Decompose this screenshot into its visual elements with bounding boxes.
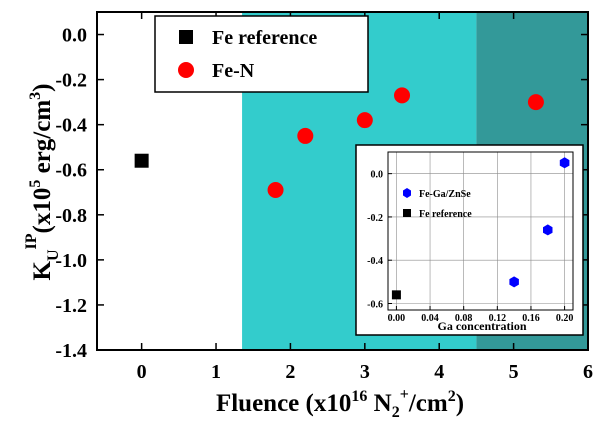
x-tick-label: 2 (285, 361, 295, 383)
y-tick-label: -0.4 (55, 115, 87, 137)
inset-axis-ticks: 0.00 0.04 0.08 0.12 0.16 0.20 0.0 -0.2 -0.4 -0.6 (367, 170, 573, 324)
data-point-fe-reference (134, 153, 149, 168)
x-axis-label: Fluence (x1016 N2+/cm2) (216, 380, 464, 421)
inset-data-points (391, 157, 570, 300)
inset-legend-marker-fe-ga-znse (403, 188, 411, 198)
data-point-fe-n (394, 87, 411, 104)
inset-plot-frame (387, 151, 574, 311)
legend-marker-fe-n (178, 62, 194, 78)
inset-legend-label-fe-reference: Fe reference (419, 209, 472, 220)
inset-data-point-fe-ga-znse (509, 276, 519, 288)
data-points (134, 87, 544, 199)
inset-x-tick-label: 0.08 (455, 313, 473, 324)
data-point-fe-n (527, 94, 544, 111)
x-tick-label: 4 (434, 361, 444, 383)
inset-legend-label-fe-ga-znse: Fe-Ga/ZnSe (419, 189, 471, 200)
data-point-fe-n (297, 127, 314, 144)
inset-x-tick-label: 0.20 (556, 313, 574, 324)
inset-y-tick-label: 0.0 (371, 170, 384, 181)
y-tick-label: -0.8 (55, 205, 87, 227)
inset-x-axis-label: Ga concentration (438, 319, 527, 333)
inset-data-point-fe-reference (391, 290, 401, 300)
legend-label-fe-reference: Fe reference (212, 27, 317, 49)
inset-data-point-fe-ga-znse (543, 224, 553, 236)
x-tick-label: 0 (137, 361, 147, 383)
inset-y-tick-label: -0.6 (367, 300, 383, 311)
data-point-fe-n (356, 112, 373, 129)
inset-chart: 0.00 0.04 0.08 0.12 0.16 0.200.0-0.2-0.4-0.6 … (355, 144, 584, 336)
inset-x-tick-label: 0.04 (421, 313, 439, 324)
legend-box (154, 15, 369, 93)
y-tick-label: -1.4 (55, 340, 87, 362)
inset-y-tick-label: -0.2 (367, 213, 383, 224)
x-tick-label: 3 (360, 361, 370, 383)
legend: Fe reference Fe-N (154, 15, 369, 93)
inset-grid (388, 152, 573, 310)
y-tick-label: -0.6 (55, 160, 87, 182)
y-tick-label: -1.0 (55, 250, 87, 272)
y-tick-label: -0.2 (55, 70, 87, 92)
inset-legend-marker-fe-reference (403, 209, 411, 217)
inset-x-tick-label: 0.00 (388, 313, 406, 324)
inset-y-tick-label: -0.4 (367, 256, 383, 267)
y-tick-label: 0.0 (62, 25, 87, 47)
inset-x-tick-label: 0.12 (489, 313, 507, 324)
y-tick-label: -1.2 (55, 295, 87, 317)
x-tick-label: 5 (509, 361, 519, 383)
y-axis-label: KUIP(x105 erg/cm3) (23, 84, 62, 281)
inset-legend: Fe-Ga/ZnSe Fe reference (403, 188, 472, 220)
inset-data-point-fe-ga-znse (559, 157, 570, 169)
inset-x-tick-label: 0.16 (522, 313, 540, 324)
data-point-fe-n (267, 182, 284, 199)
plot-frame (96, 11, 589, 351)
legend-marker-fe-reference (179, 30, 193, 44)
x-tick-label: 1 (211, 361, 221, 383)
legend-label-fe-n: Fe-N (212, 60, 255, 82)
x-tick-label: 6 (583, 361, 593, 383)
